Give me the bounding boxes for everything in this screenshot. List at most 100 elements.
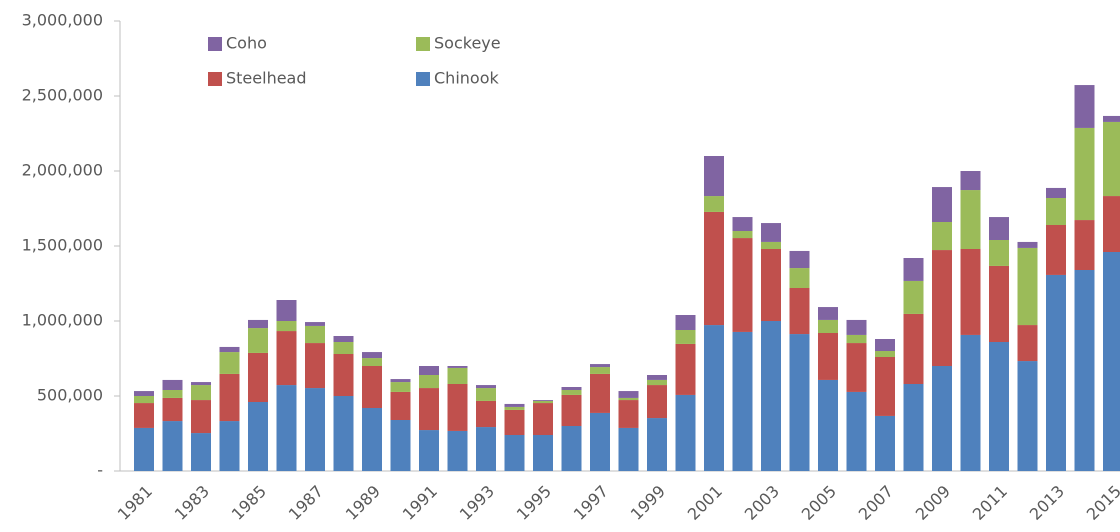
bar-segment [675,315,696,330]
bar-segment [276,300,297,321]
x-tick-label: 1989 [342,482,384,524]
x-tick-label: 1985 [228,482,270,524]
bar-segment [618,400,639,428]
bar-segment [561,426,582,471]
bar-segment [846,391,867,471]
bar-segment [504,435,525,471]
legend-swatch [416,72,430,86]
bar-segment [162,390,183,398]
bar-segment [419,430,439,471]
x-tick-label: 1995 [513,482,555,524]
bar-segment [305,322,325,326]
bar-segment [875,357,895,416]
bar-segment [362,408,382,471]
bar-segment [903,313,924,384]
bar-segment [1046,225,1066,275]
bar-segment [704,325,724,471]
y-tick-label: 3,000,000 [22,11,103,30]
bar-segment [1017,241,1038,248]
bar-segment [333,396,354,471]
bar-segment [248,319,268,329]
bar-segment [1074,127,1095,221]
bar-segment [875,339,895,351]
y-tick-label: 500,000 [37,386,103,405]
bar-segment [504,403,525,407]
bar-segment [732,217,753,231]
bar-segment [647,418,667,471]
legend-swatch [416,37,430,51]
bar-segment [362,352,382,359]
bar-segment [504,409,525,435]
bar-segment [447,366,468,368]
bar-segment [875,351,895,357]
bar-segment [191,400,211,434]
bar-segment [647,385,667,419]
bar-segment [390,420,411,471]
bar-segment [989,217,1009,240]
bar-segment [447,384,468,431]
bar-segment [647,375,667,380]
bar-segment [476,400,496,428]
bar-segment [219,352,240,374]
bar-segment [1017,247,1038,326]
bar-segment [732,231,753,239]
bar-segment [789,288,810,335]
bar-segment [903,384,924,471]
bar-segment [533,435,553,471]
bar-segment [305,325,325,344]
bar-segment [134,396,154,404]
bar-segment [162,397,183,422]
bar-segment [618,391,639,398]
bar-segment [305,343,325,389]
bar-segment [1074,270,1095,471]
bar-segment [162,421,183,471]
bar-segment [1017,361,1038,471]
bar-segment [618,397,639,401]
bar-segment [989,342,1009,471]
bar-segment [789,250,810,269]
legend-label: Chinook [434,69,499,88]
bar-segment [761,223,781,242]
bar-segment [419,375,439,389]
bar-segment [647,379,667,386]
x-tick-label: 2007 [855,482,897,524]
x-tick-label: 2011 [969,482,1011,524]
bar-segment [618,427,639,471]
bar-segment [903,258,924,281]
bar-segment [162,379,183,390]
bar-segment [362,358,382,366]
bar-segment [932,187,952,222]
bar-segment [533,400,553,401]
bar-segment [846,343,867,392]
y-tick-label: 2,500,000 [22,86,103,105]
bar-segment [305,388,325,471]
bar-segment [276,385,297,471]
bar-segment [590,367,610,374]
x-tick-label: 1981 [114,482,156,524]
legend-swatch [208,72,222,86]
bar-segment [960,249,981,335]
bar-segment [932,366,952,471]
x-tick-label: 1983 [171,482,213,524]
x-tick-label: 2005 [798,482,840,524]
x-tick-label: 2003 [741,482,783,524]
bar-segment [276,331,297,386]
bar-segment [419,388,439,431]
legend-label: Steelhead [226,69,307,88]
bar-segment [333,342,354,354]
bar-segment [1103,121,1120,197]
x-tick-label: 2013 [1026,482,1068,524]
bar-segment [276,321,297,332]
bar-segment [846,319,867,335]
bar-segment [761,321,781,471]
bar-segment [390,379,411,383]
bar-segment [219,421,240,471]
bar-segment [1046,198,1066,225]
y-tick-label: 1,000,000 [22,311,103,330]
x-tick-label: 1987 [285,482,327,524]
bar-segment [789,268,810,288]
bar-segment [590,364,610,368]
bar-segment [789,334,810,471]
legend-swatch [208,37,222,51]
bar-segment [419,366,439,375]
